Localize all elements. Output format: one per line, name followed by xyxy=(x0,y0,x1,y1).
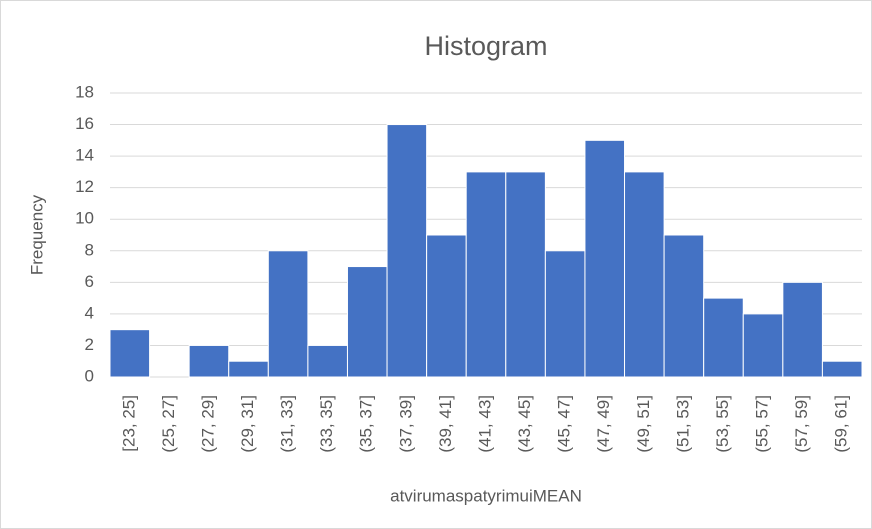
y-tick-label: 6 xyxy=(85,272,94,291)
bar xyxy=(228,360,269,378)
x-axis-title: atvirumaspatyrimuiMEAN xyxy=(390,486,582,505)
bar xyxy=(624,171,665,378)
x-tick-label: (33, 35] xyxy=(317,395,336,453)
y-tick-label: 14 xyxy=(75,146,94,165)
bar xyxy=(703,297,744,378)
bar xyxy=(821,360,863,378)
bar xyxy=(584,139,626,378)
bar xyxy=(505,171,546,378)
y-tick-label: 18 xyxy=(75,82,94,101)
bar xyxy=(109,329,151,378)
bar xyxy=(544,250,586,378)
bar xyxy=(426,234,467,378)
x-tick-label: (25, 27] xyxy=(159,395,178,453)
bar xyxy=(742,313,784,378)
y-tick-label: 2 xyxy=(85,335,94,354)
x-tick-label: (45, 47] xyxy=(555,395,574,453)
x-tick-label: [23, 25] xyxy=(119,395,138,452)
bar xyxy=(663,234,705,378)
x-tick-label: (47, 49] xyxy=(594,395,613,453)
chart-title: Histogram xyxy=(424,31,547,61)
x-tick-label: (39, 41] xyxy=(436,395,455,453)
bar xyxy=(307,344,348,378)
x-tick-label: (51, 53] xyxy=(673,395,692,453)
bar xyxy=(346,266,388,378)
y-tick-label: 10 xyxy=(75,209,94,228)
x-tick-label: (35, 37] xyxy=(357,395,376,453)
bar xyxy=(267,250,309,378)
x-tick-label: (59, 61] xyxy=(832,395,851,453)
bar xyxy=(782,281,823,378)
x-tick-label: (37, 39] xyxy=(396,395,415,453)
y-tick-label: 0 xyxy=(85,366,94,385)
x-tick-label: (41, 43] xyxy=(475,395,494,453)
y-tick-label: 12 xyxy=(75,177,94,196)
bar xyxy=(188,344,230,378)
bar xyxy=(465,171,507,378)
y-tick-label: 16 xyxy=(75,114,94,133)
x-tick-label: (29, 31] xyxy=(238,395,257,453)
y-tick-label: 4 xyxy=(85,303,94,322)
x-tick-label: (31, 33] xyxy=(278,395,297,453)
y-axis-title: Frequency xyxy=(27,194,46,275)
x-tick-label: (57, 59] xyxy=(792,395,811,453)
x-tick-label: (27, 29] xyxy=(198,395,217,453)
x-tick-label: (49, 51] xyxy=(634,395,653,453)
x-tick-label: (43, 45] xyxy=(515,395,534,453)
bar xyxy=(386,124,428,378)
y-tick-label: 8 xyxy=(85,240,94,259)
x-tick-label: (55, 57] xyxy=(753,395,772,453)
x-tick-label: (53, 55] xyxy=(713,395,732,453)
